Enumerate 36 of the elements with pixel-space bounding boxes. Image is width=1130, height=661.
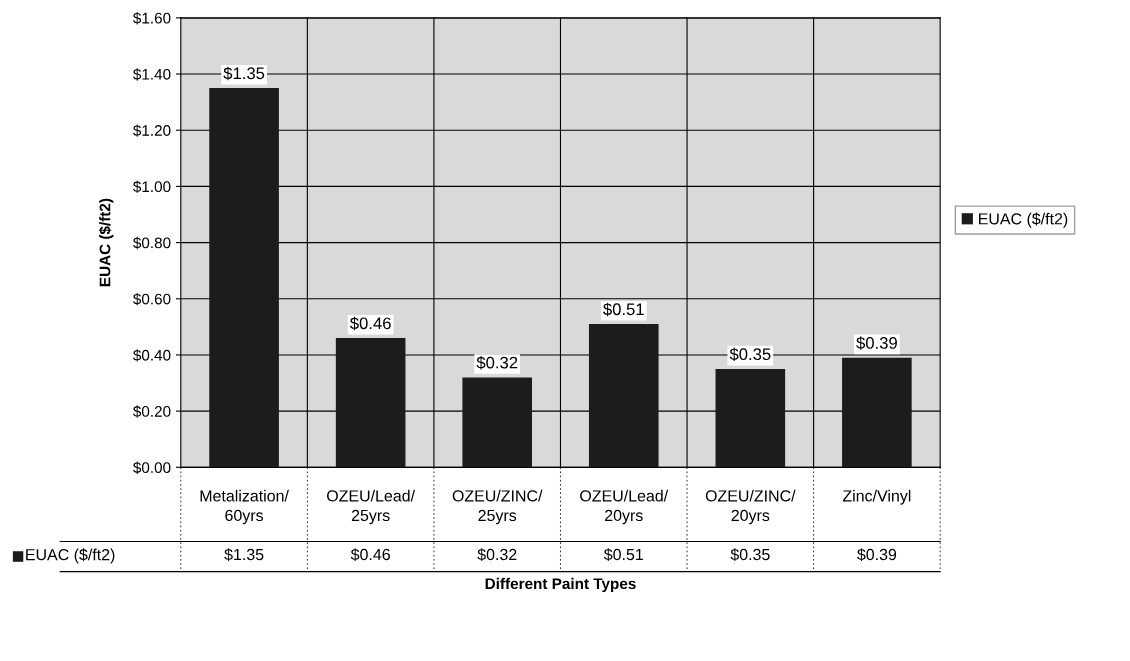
y-axis-title: EUAC ($/ft2) (98, 198, 114, 287)
x-tick-label: OZEU/Lead/ 20yrs (580, 489, 669, 525)
text: $1.35 (223, 66, 265, 81)
x-tick-label: Zinc/Vinyl (842, 489, 911, 505)
text: $0.39 (856, 336, 897, 350)
x-tick-label: Metalization/ 60yrs (200, 489, 289, 525)
text: $0.35 (729, 347, 771, 362)
text: $0.51 (603, 302, 644, 317)
bar (209, 88, 279, 468)
data-label: $0.39 (857, 548, 897, 562)
legend-label: EUAC ($/ft2) (979, 212, 1068, 228)
data-label: $0.51 (603, 548, 643, 562)
bar (462, 377, 532, 468)
x-axis-title: Different Paint Types (485, 577, 636, 593)
y-tick-label: $1.20 (133, 124, 171, 137)
x-tick-label: OZEU/ZINC/ 25yrs (452, 489, 543, 525)
bar (335, 338, 406, 468)
y-tick-label: $1.60 (133, 12, 171, 25)
y-tick-label: $1.40 (133, 68, 171, 81)
y-tick-label: $0.40 (133, 349, 171, 362)
text: $0.46 (349, 316, 391, 331)
y-tick-label: $0.60 (133, 293, 171, 306)
y-tick-label: $0.80 (133, 236, 171, 250)
bar (588, 324, 659, 468)
data-label: $1.35 (224, 548, 264, 562)
y-tick-label: $1.00 (133, 180, 171, 193)
text: $0.32 (476, 356, 518, 370)
y-tick-label: $0.20 (133, 405, 171, 418)
x-tick-label: OZEU/ZINC/ 20yrs (705, 489, 796, 525)
data-label: $0.35 (730, 548, 770, 562)
bar (715, 369, 786, 468)
text: EUAC ($/ft2) (26, 548, 115, 564)
data-label: $0.32 (477, 548, 517, 562)
y-tick-label: $0.00 (133, 461, 171, 474)
x-tick-label: OZEU/Lead/ 25yrs (327, 489, 416, 525)
data-label: $0.46 (350, 548, 390, 562)
